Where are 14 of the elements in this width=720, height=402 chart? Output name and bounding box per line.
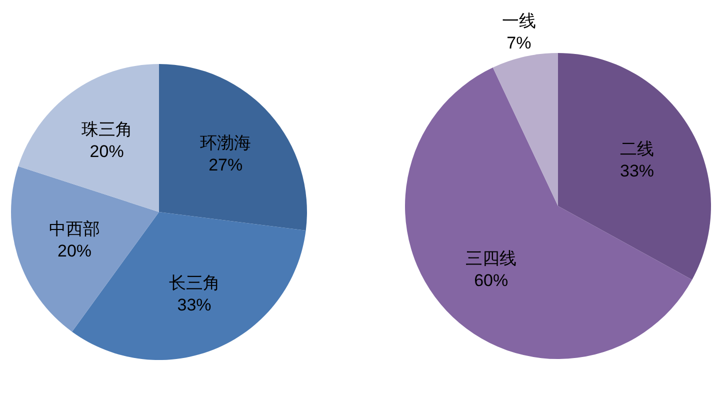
data-label: 33% <box>177 295 212 314</box>
data-label: 60% <box>474 270 508 290</box>
slice-label: 中西部 <box>49 219 100 238</box>
slice-label: 二线 <box>620 139 654 158</box>
data-label: 20% <box>58 241 92 260</box>
slice-label: 三四线 <box>466 248 517 268</box>
data-label: 27% <box>208 155 243 174</box>
data-label: 33% <box>620 161 654 180</box>
slice-label: 珠三角 <box>81 120 132 140</box>
data-label: 20% <box>90 142 124 162</box>
data-label: 7% <box>506 33 532 52</box>
slice-label: 环渤海 <box>200 133 252 152</box>
slice-label: 长三角 <box>168 273 220 292</box>
slice-label: 一线 <box>502 11 536 30</box>
